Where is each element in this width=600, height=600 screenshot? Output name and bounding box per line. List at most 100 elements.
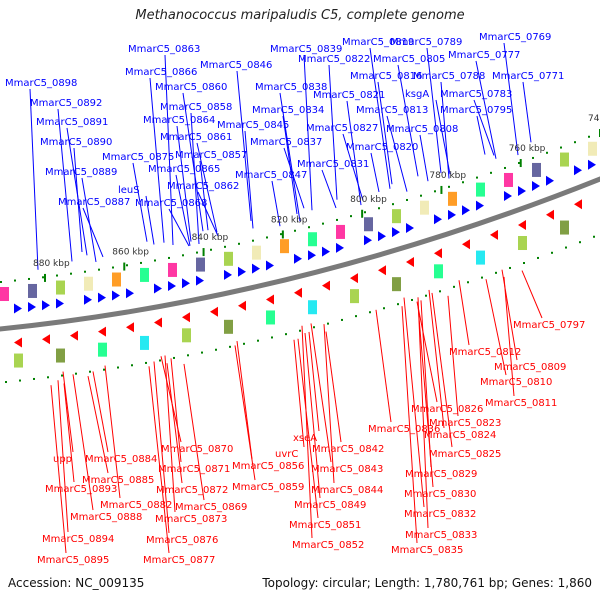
gene-label-mmarc5-0844[interactable]: MmarC5_0844 — [311, 485, 383, 496]
gene-label-mmarc5-0823[interactable]: MmarC5_0823 — [429, 418, 501, 429]
gene-label-mmarc5-0851[interactable]: MmarC5_0851 — [289, 520, 361, 531]
gene-label-mmarc5-0839[interactable]: MmarC5_0839 — [270, 44, 342, 55]
gene-label-mmarc5-0864[interactable]: MmarC5_0864 — [143, 115, 215, 126]
gene-label-mmarc5-0866[interactable]: MmarC5_0866 — [125, 67, 197, 78]
gene-label-mmarc5-0829[interactable]: MmarC5_0829 — [405, 469, 477, 480]
callout-line-mmarc5-0882 — [104, 365, 121, 499]
forward-gene-arrow — [574, 165, 582, 176]
callout-line-mmarc5-0842 — [325, 331, 342, 443]
gene-label-mmarc5-0835[interactable]: MmarC5_0835 — [391, 545, 463, 556]
gene-label-mmarc5-0845[interactable]: MmarC5_0845 — [217, 120, 289, 131]
gene-label-mmarc5-0821[interactable]: MmarC5_0821 — [313, 90, 385, 101]
gene-label-mmarc5-0877[interactable]: MmarC5_0877 — [143, 555, 215, 566]
gene-label-mmarc5-0812[interactable]: MmarC5_0812 — [449, 347, 521, 358]
gene-label-mmarc5-0894[interactable]: MmarC5_0894 — [42, 534, 114, 545]
callout-line-mmarc5-0816 — [377, 81, 393, 185]
gene-label-mmarc5-0831[interactable]: MmarC5_0831 — [297, 159, 369, 170]
forward-gene-arrow — [364, 235, 372, 246]
gene-label-mmarc5-0871[interactable]: MmarC5_0871 — [158, 464, 230, 475]
gene-label-mmarc5-0882[interactable]: MmarC5_0882 — [100, 500, 172, 511]
gene-label-mmarc5-0869[interactable]: MmarC5_0869 — [175, 502, 247, 513]
gene-label-mmarc5-0888[interactable]: MmarC5_0888 — [70, 512, 142, 523]
gene-label-mmarc5-0834[interactable]: MmarC5_0834 — [252, 105, 324, 116]
gene-label-mmarc5-0865[interactable]: MmarC5_0865 — [148, 164, 220, 175]
track-dot — [257, 339, 259, 342]
gene-label-mmarc5-0816[interactable]: MmarC5_0816 — [350, 71, 422, 82]
gene-label-mmarc5-0824[interactable]: MmarC5_0824 — [424, 430, 496, 441]
gene-label-mmarc5-0884[interactable]: MmarC5_0884 — [85, 454, 157, 465]
gene-label-mmarc5-0891[interactable]: MmarC5_0891 — [36, 117, 108, 128]
gene-label-mmarc5-0898[interactable]: MmarC5_0898 — [5, 78, 77, 89]
gene-label-mmarc5-0885[interactable]: MmarC5_0885 — [82, 475, 154, 486]
track-dot — [406, 198, 408, 201]
gene-label-mmarc5-0847[interactable]: MmarC5_0847 — [235, 170, 307, 181]
gene-label-mmarc5-0852[interactable]: MmarC5_0852 — [292, 540, 364, 551]
gene-label-mmarc5-0811[interactable]: MmarC5_0811 — [485, 398, 557, 409]
gene-label-mmarc5-0826[interactable]: MmarC5_0826 — [411, 404, 483, 415]
gene-label-mmarc5-0769[interactable]: MmarC5_0769 — [479, 32, 551, 43]
gene-label-mmarc5-0863[interactable]: MmarC5_0863 — [128, 44, 200, 55]
gene-label-mmarc5-0890[interactable]: MmarC5_0890 — [40, 137, 112, 148]
callout-line-mmarc5-0864 — [176, 125, 192, 242]
gene-label-mmarc5-0825[interactable]: MmarC5_0825 — [429, 449, 501, 460]
gene-label-mmarc5-0887[interactable]: MmarC5_0887 — [58, 197, 130, 208]
gene-label-mmarc5-0795[interactable]: MmarC5_0795 — [440, 105, 512, 116]
gene-label-ksga[interactable]: ksgA — [405, 89, 429, 100]
track-dot — [112, 266, 114, 269]
gene-label-mmarc5-0771[interactable]: MmarC5_0771 — [492, 71, 564, 82]
gene-label-mmarc5-0856[interactable]: MmarC5_0856 — [232, 461, 304, 472]
gene-label-mmarc5-0860[interactable]: MmarC5_0860 — [155, 82, 227, 93]
gene-label-mmarc5-0809[interactable]: MmarC5_0809 — [494, 362, 566, 373]
gene-label-mmarc5-0873[interactable]: MmarC5_0873 — [155, 514, 227, 525]
forward-gene-arrow — [238, 266, 246, 277]
gene-label-mmarc5-0843[interactable]: MmarC5_0843 — [311, 464, 383, 475]
gene-label-mmarc5-0870[interactable]: MmarC5_0870 — [161, 444, 233, 455]
gene-label-mmarc5-0859[interactable]: MmarC5_0859 — [232, 482, 304, 493]
track-dot — [364, 211, 366, 214]
gene-label-mmarc5-0876[interactable]: MmarC5_0876 — [146, 535, 218, 546]
gene-label-mmarc5-0822[interactable]: MmarC5_0822 — [298, 54, 370, 65]
gene-label-mmarc5-0868[interactable]: MmarC5_0868 — [135, 198, 207, 209]
gene-label-mmarc5-0777[interactable]: MmarC5_0777 — [448, 50, 520, 61]
gene-label-mmarc5-0783[interactable]: MmarC5_0783 — [440, 89, 512, 100]
gene-label-mmarc5-0849[interactable]: MmarC5_0849 — [294, 500, 366, 511]
gene-label-mmarc5-0820[interactable]: MmarC5_0820 — [346, 142, 418, 153]
forward-gene-arrow — [308, 250, 316, 261]
gene-label-mmarc5-0893[interactable]: MmarC5_0893 — [45, 484, 117, 495]
gene-label-mmarc5-0889[interactable]: MmarC5_0889 — [45, 167, 117, 178]
gene-label-upp[interactable]: upp — [53, 454, 72, 465]
gene-label-mmarc5-0805[interactable]: MmarC5_0805 — [373, 54, 445, 65]
gene-label-mmarc5-0838[interactable]: MmarC5_0838 — [255, 82, 327, 93]
callout-line-mmarc5-0810 — [485, 279, 507, 376]
gene-label-mmarc5-0810[interactable]: MmarC5_0810 — [480, 377, 552, 388]
gene-label-mmarc5-0819[interactable]: MmarC5_0819 — [342, 37, 414, 48]
reverse-gene-arrow — [434, 248, 442, 259]
gene-label-leus[interactable]: leuS — [118, 185, 140, 196]
gene-label-mmarc5-0895[interactable]: MmarC5_0895 — [37, 555, 109, 566]
gene-label-mmarc5-0846[interactable]: MmarC5_0846 — [200, 60, 272, 71]
gene-label-uvrc[interactable]: uvrC — [275, 449, 298, 460]
track-dot — [350, 215, 352, 218]
gene-label-mmarc5-0875[interactable]: MmarC5_0875 — [102, 152, 174, 163]
gene-label-mmarc5-0842[interactable]: MmarC5_0842 — [312, 444, 384, 455]
gene-label-mmarc5-0827[interactable]: MmarC5_0827 — [306, 123, 378, 134]
gene-label-mmarc5-0861[interactable]: MmarC5_0861 — [160, 132, 232, 143]
gene-label-mmarc5-0789[interactable]: MmarC5_0789 — [390, 37, 462, 48]
gene-label-mmarc5-0857[interactable]: MmarC5_0857 — [175, 150, 247, 161]
gene-label-mmarc5-0862[interactable]: MmarC5_0862 — [167, 181, 239, 192]
gene-label-mmarc5-0788[interactable]: MmarC5_0788 — [413, 71, 485, 82]
gene-label-mmarc5-0797[interactable]: MmarC5_0797 — [513, 320, 585, 331]
gene-label-mmarc5-0830[interactable]: MmarC5_0830 — [404, 489, 476, 500]
gene-label-xsea[interactable]: xseA — [293, 433, 317, 444]
gene-label-mmarc5-0858[interactable]: MmarC5_0858 — [160, 102, 232, 113]
gene-label-mmarc5-0833[interactable]: MmarC5_0833 — [405, 530, 477, 541]
gene-label-mmarc5-0808[interactable]: MmarC5_0808 — [386, 124, 458, 135]
gene-label-mmarc5-0872[interactable]: MmarC5_0872 — [156, 485, 228, 496]
gene-label-mmarc5-0836[interactable]: MmarC5_0836 — [368, 424, 440, 435]
forward-gene-arrow — [518, 186, 526, 197]
gene-label-mmarc5-0813[interactable]: MmarC5_0813 — [356, 105, 428, 116]
gene-label-mmarc5-0832[interactable]: MmarC5_0832 — [404, 509, 476, 520]
gene-label-mmarc5-0837[interactable]: MmarC5_0837 — [250, 137, 322, 148]
gene-label-mmarc5-0892[interactable]: MmarC5_0892 — [30, 98, 102, 109]
gene-labels: MmarC5_0898 MmarC5_0892 MmarC5_0891 MmarC5_… — [5, 32, 585, 566]
